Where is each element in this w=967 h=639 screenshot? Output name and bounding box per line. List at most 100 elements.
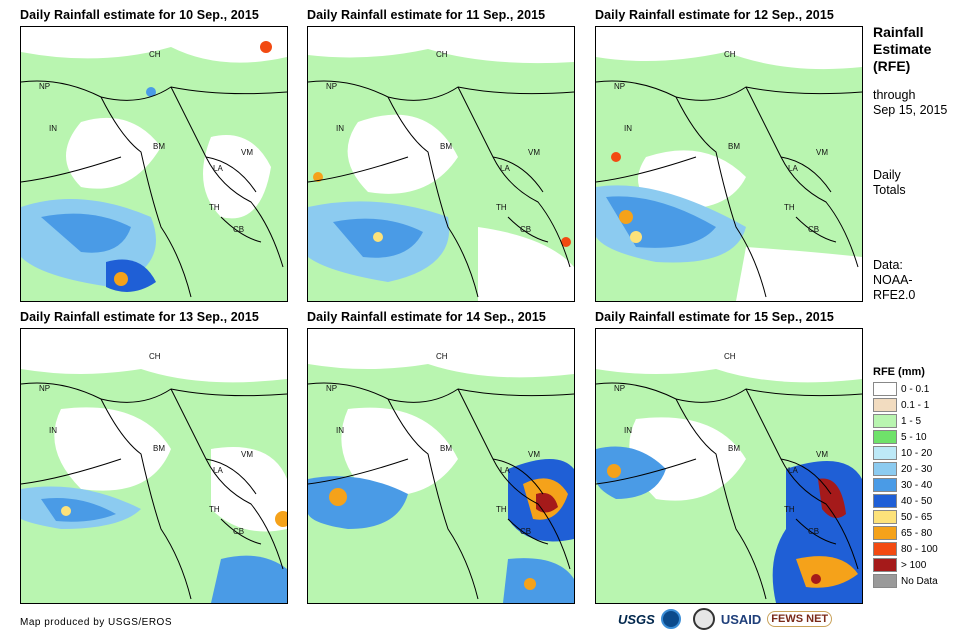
label-vm: VM bbox=[816, 148, 828, 157]
label-vm: VM bbox=[241, 450, 253, 459]
label-la: LA bbox=[500, 164, 510, 173]
daily-line-1: Daily bbox=[873, 168, 901, 182]
legend-label: 30 - 40 bbox=[901, 479, 933, 491]
through-date: through Sep 15, 2015 bbox=[873, 88, 947, 118]
legend-label: No Data bbox=[901, 575, 938, 587]
rainfall-map: CH NP IN BM LA VM TH CB bbox=[307, 26, 575, 302]
label-cb: CB bbox=[808, 225, 819, 234]
legend-swatch bbox=[873, 526, 897, 540]
data-line-2: NOAA- bbox=[873, 273, 913, 287]
rfe-legend: RFE (mm) 0 - 0.1 0.1 - 1 1 - 5 5 - 10 10 - 2… bbox=[873, 366, 959, 589]
label-bm: BM bbox=[153, 142, 165, 151]
label-bm: BM bbox=[728, 142, 740, 151]
usaid-logo: USAID bbox=[720, 611, 762, 627]
noaa-logo bbox=[660, 609, 681, 629]
legend-swatch bbox=[873, 510, 897, 524]
state-dept-seal-icon bbox=[692, 608, 715, 630]
label-vm: VM bbox=[241, 148, 253, 157]
rainfall-map: CH NP IN BM LA VM TH CB bbox=[595, 26, 863, 302]
legend-swatch bbox=[873, 558, 897, 572]
legend-swatch bbox=[873, 382, 897, 396]
legend-swatch bbox=[873, 574, 897, 588]
fews-net-logo: FEWS NET bbox=[767, 611, 833, 627]
legend-item: 80 - 100 bbox=[873, 541, 959, 557]
label-np: NP bbox=[326, 82, 337, 91]
rainfall-map: CH NP IN BM LA VM TH CB bbox=[307, 328, 575, 604]
label-la: LA bbox=[788, 466, 798, 475]
panel-title: Daily Rainfall estimate for 14 Sep., 201… bbox=[307, 310, 546, 324]
legend-label: 0.1 - 1 bbox=[901, 399, 930, 411]
label-th: TH bbox=[209, 505, 220, 514]
label-ch: CH bbox=[149, 50, 161, 59]
panel-title: Daily Rainfall estimate for 13 Sep., 201… bbox=[20, 310, 259, 324]
panel-title: Daily Rainfall estimate for 15 Sep., 201… bbox=[595, 310, 834, 324]
label-vm: VM bbox=[816, 450, 828, 459]
label-ch: CH bbox=[724, 352, 736, 361]
rfe-title-line-2: Estimate bbox=[873, 41, 932, 57]
label-ch: CH bbox=[436, 50, 448, 59]
legend-item: 50 - 65 bbox=[873, 509, 959, 525]
legend-label: 20 - 30 bbox=[901, 463, 933, 475]
legend-label: 50 - 65 bbox=[901, 511, 933, 523]
legend-item: 20 - 30 bbox=[873, 461, 959, 477]
legend-swatch bbox=[873, 446, 897, 460]
label-th: TH bbox=[784, 505, 795, 514]
label-cb: CB bbox=[520, 225, 531, 234]
label-vm: VM bbox=[528, 148, 540, 157]
label-cb: CB bbox=[233, 527, 244, 536]
legend-label: 65 - 80 bbox=[901, 527, 933, 539]
label-th: TH bbox=[496, 505, 507, 514]
data-source: Data: NOAA- RFE2.0 bbox=[873, 258, 915, 303]
label-la: LA bbox=[788, 164, 798, 173]
daily-line-2: Totals bbox=[873, 183, 906, 197]
legend-item: 40 - 50 bbox=[873, 493, 959, 509]
legend-swatch bbox=[873, 494, 897, 508]
label-np: NP bbox=[39, 384, 50, 393]
legend-rows: 0 - 0.1 0.1 - 1 1 - 5 5 - 10 10 - 20 20 - 30 3… bbox=[873, 381, 959, 589]
legend-swatch bbox=[873, 478, 897, 492]
data-line-3: RFE2.0 bbox=[873, 288, 916, 302]
label-bm: BM bbox=[440, 142, 452, 151]
legend-item: 10 - 20 bbox=[873, 445, 959, 461]
label-la: LA bbox=[213, 164, 223, 173]
legend-swatch bbox=[873, 542, 897, 556]
label-in: IN bbox=[336, 426, 344, 435]
label-ch: CH bbox=[149, 352, 161, 361]
panel-title: Daily Rainfall estimate for 10 Sep., 201… bbox=[20, 8, 259, 22]
legend-label: 40 - 50 bbox=[901, 495, 933, 507]
label-cb: CB bbox=[520, 527, 531, 536]
label-np: NP bbox=[614, 384, 625, 393]
legend-label: 80 - 100 bbox=[901, 543, 938, 555]
legend-item: 30 - 40 bbox=[873, 477, 959, 493]
label-cb: CB bbox=[808, 527, 819, 536]
through-label: through bbox=[873, 88, 916, 102]
legend-item: 65 - 80 bbox=[873, 525, 959, 541]
legend-swatch bbox=[873, 430, 897, 444]
label-in: IN bbox=[624, 124, 632, 133]
label-vm: VM bbox=[528, 450, 540, 459]
partner-logos: USGS USAID FEWS NET bbox=[618, 606, 838, 632]
rfe-title-line-1: Rainfall bbox=[873, 24, 924, 40]
label-bm: BM bbox=[728, 444, 740, 453]
legend-label: 5 - 10 bbox=[901, 431, 927, 443]
panel-title: Daily Rainfall estimate for 12 Sep., 201… bbox=[595, 8, 834, 22]
label-la: LA bbox=[213, 466, 223, 475]
legend-label: 0 - 0.1 bbox=[901, 383, 930, 395]
legend-item: > 100 bbox=[873, 557, 959, 573]
legend-swatch bbox=[873, 462, 897, 476]
legend-item: 0.1 - 1 bbox=[873, 397, 959, 413]
legend-label: > 100 bbox=[901, 559, 927, 571]
data-line-1: Data: bbox=[873, 258, 903, 272]
legend-item: 1 - 5 bbox=[873, 413, 959, 429]
legend-swatch bbox=[873, 414, 897, 428]
legend-swatch bbox=[873, 398, 897, 412]
legend-item: No Data bbox=[873, 573, 959, 589]
label-in: IN bbox=[49, 426, 57, 435]
rainfall-map: CH NP IN BM LA VM TH CB bbox=[595, 328, 863, 604]
label-in: IN bbox=[624, 426, 632, 435]
label-ch: CH bbox=[436, 352, 448, 361]
label-ch: CH bbox=[724, 50, 736, 59]
label-in: IN bbox=[336, 124, 344, 133]
label-np: NP bbox=[39, 82, 50, 91]
label-bm: BM bbox=[440, 444, 452, 453]
